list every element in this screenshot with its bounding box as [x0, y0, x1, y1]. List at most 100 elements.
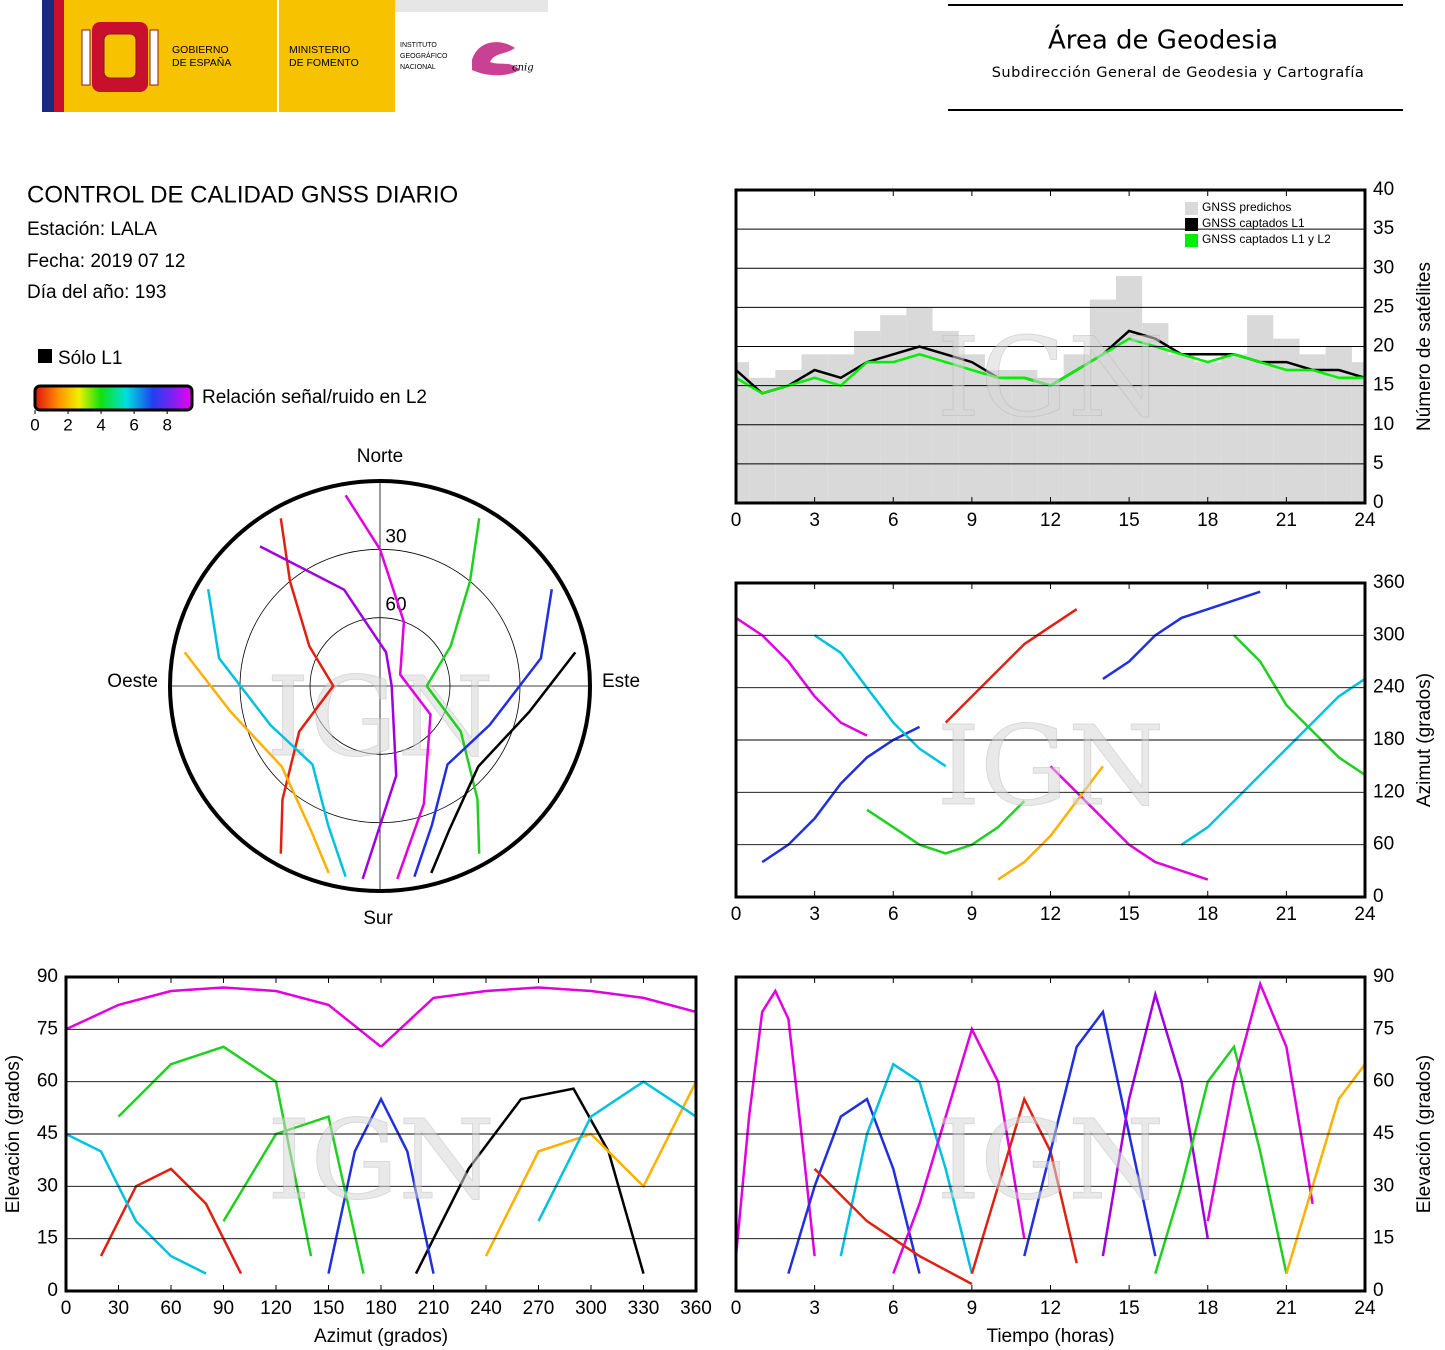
date: Fecha: 2019 07 12	[27, 251, 185, 272]
x-tick-label: 0	[61, 1298, 72, 1319]
x-tick-label: 0	[731, 1298, 742, 1319]
x-tick-label: 15	[1119, 510, 1140, 531]
y-tick-label: 180	[1373, 729, 1405, 750]
y-tick-label: 0	[1373, 492, 1384, 513]
elevation-ring	[309, 617, 451, 755]
legend-label: GNSS predichos	[1202, 200, 1291, 214]
track	[66, 986, 382, 1048]
y-tick-label: 60	[1373, 834, 1394, 855]
elevation-label: 30	[385, 526, 406, 547]
gov-text: DE ESPAÑA	[172, 56, 231, 69]
plot-frame	[734, 581, 1367, 899]
watermark: IGN	[267, 1096, 495, 1224]
predicted-bar	[736, 362, 750, 503]
sky-track	[425, 518, 481, 854]
x-tick-label: 21	[1276, 510, 1297, 531]
y-tick-label: 90	[37, 966, 58, 987]
y-tick-label: 20	[1373, 336, 1394, 357]
track	[380, 986, 696, 1048]
horizon	[168, 479, 592, 893]
x-tick-label: 12	[1040, 510, 1061, 531]
direction-label: Oeste	[107, 671, 158, 692]
x-tick-label: 24	[1354, 904, 1376, 925]
institute-text: GEOGRÁFICO	[400, 51, 448, 60]
y-tick-label: 0	[47, 1280, 58, 1301]
predicted-bar	[1351, 362, 1365, 503]
x-tick-label: 60	[160, 1298, 181, 1319]
legend-swatch	[1185, 234, 1198, 247]
area-header: Área de Geodesia Subdirección General de…	[948, 4, 1403, 111]
y-tick-label: 45	[1373, 1123, 1394, 1144]
day-of-year: Día del año: 193	[27, 282, 166, 303]
sky-track	[344, 494, 432, 880]
y-tick-label: 30	[1373, 1175, 1394, 1196]
track	[944, 608, 1078, 724]
station: Estación: LALA	[27, 219, 157, 240]
track	[484, 1081, 696, 1257]
y-axis-label: Azimut (grados)	[1414, 673, 1435, 807]
predicted-bar	[1168, 354, 1195, 503]
x-tick-label: 21	[1276, 904, 1297, 925]
y-tick-label: 120	[1373, 781, 1405, 802]
y-tick-label: 60	[1373, 1071, 1394, 1092]
x-tick-label: 270	[523, 1298, 555, 1319]
track	[1102, 590, 1261, 680]
predicted-bar	[1194, 362, 1221, 503]
x-tick-label: 90	[213, 1298, 234, 1319]
y-tick-label: 15	[1373, 375, 1394, 396]
pillar	[81, 29, 91, 86]
track	[866, 800, 1026, 855]
y-tick-label: 300	[1373, 624, 1405, 645]
sky-track	[183, 651, 330, 874]
x-tick-label: 15	[1119, 1298, 1140, 1319]
y-tick-label: 25	[1373, 296, 1394, 317]
colorbar-tick-label: 6	[129, 415, 138, 434]
predicted-bar	[906, 307, 933, 503]
sky-track	[430, 651, 577, 874]
predicted-bar	[1089, 299, 1117, 503]
cnig-text: cnig	[512, 63, 534, 74]
logo-block: GOBIERNO DE ESPAÑA MINISTERIO DE FOMENTO…	[42, 0, 548, 112]
x-tick-label: 9	[967, 1298, 978, 1319]
x-tick-label: 6	[888, 904, 899, 925]
track	[892, 1025, 1026, 1275]
plot-frame	[64, 975, 698, 1293]
x-tick-label: 21	[1276, 1298, 1297, 1319]
x-tick-label: 24	[1354, 510, 1376, 531]
legend-label: GNSS captados L1	[1202, 216, 1305, 230]
x-tick-label: 0	[731, 510, 742, 531]
gov-text: GOBIERNO	[172, 44, 229, 56]
track	[813, 634, 947, 768]
track	[761, 725, 921, 864]
direction-label: Norte	[357, 446, 403, 467]
y-tick-label: 0	[1373, 1280, 1384, 1301]
y-tick-label: 30	[37, 1175, 58, 1196]
x-tick-label: 6	[888, 510, 899, 531]
x-axis-label: Tiempo (horas)	[986, 1326, 1114, 1347]
shield-inner	[103, 33, 137, 79]
track	[1180, 677, 1365, 846]
y-tick-label: 15	[1373, 1228, 1394, 1249]
x-tick-label: 150	[313, 1298, 345, 1319]
sky-track	[279, 518, 335, 854]
x-tick-label: 0	[731, 904, 742, 925]
x-tick-label: 30	[108, 1298, 129, 1319]
track	[1154, 1043, 1288, 1274]
predicted-bar	[1299, 354, 1326, 503]
track	[736, 988, 816, 1257]
y-tick-label: 90	[1373, 966, 1394, 987]
track	[1206, 980, 1314, 1222]
plot-frame	[734, 975, 1367, 1293]
predicted-bar	[853, 330, 881, 503]
legend-label: GNSS captados L1 y L2	[1202, 232, 1331, 246]
x-tick-label: 300	[575, 1298, 607, 1319]
ministry-text: MINISTERIO	[289, 44, 350, 56]
area-title: Área de Geodesia	[1048, 24, 1278, 56]
y-tick-label: 60	[37, 1071, 58, 1092]
x-tick-label: 9	[967, 510, 978, 531]
predicted-bar	[1063, 354, 1090, 503]
x-tick-label: 12	[1040, 904, 1061, 925]
cnig-logo	[472, 42, 520, 76]
snr-legend: Sólo L1 Relación señal/ruido en L2	[33, 348, 427, 412]
